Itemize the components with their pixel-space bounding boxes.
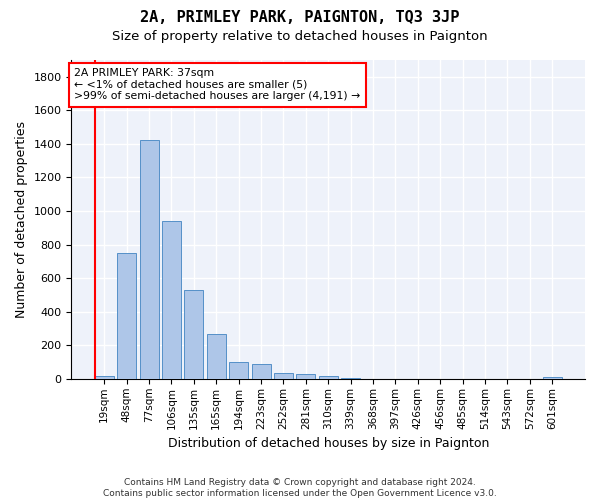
Text: Size of property relative to detached houses in Paignton: Size of property relative to detached ho…: [112, 30, 488, 43]
Text: 2A, PRIMLEY PARK, PAIGNTON, TQ3 3JP: 2A, PRIMLEY PARK, PAIGNTON, TQ3 3JP: [140, 10, 460, 25]
Text: 2A PRIMLEY PARK: 37sqm
← <1% of detached houses are smaller (5)
>99% of semi-det: 2A PRIMLEY PARK: 37sqm ← <1% of detached…: [74, 68, 360, 101]
X-axis label: Distribution of detached houses by size in Paignton: Distribution of detached houses by size …: [167, 437, 489, 450]
Y-axis label: Number of detached properties: Number of detached properties: [15, 121, 28, 318]
Bar: [296, 374, 316, 379]
Bar: [95, 376, 114, 379]
Bar: [319, 376, 338, 379]
Bar: [341, 378, 360, 379]
Bar: [140, 140, 158, 379]
Bar: [162, 222, 181, 379]
Bar: [117, 254, 136, 379]
Bar: [184, 290, 203, 379]
Bar: [207, 334, 226, 379]
Bar: [542, 377, 562, 379]
Bar: [274, 372, 293, 379]
Text: Contains HM Land Registry data © Crown copyright and database right 2024.
Contai: Contains HM Land Registry data © Crown c…: [103, 478, 497, 498]
Bar: [251, 364, 271, 379]
Bar: [229, 362, 248, 379]
